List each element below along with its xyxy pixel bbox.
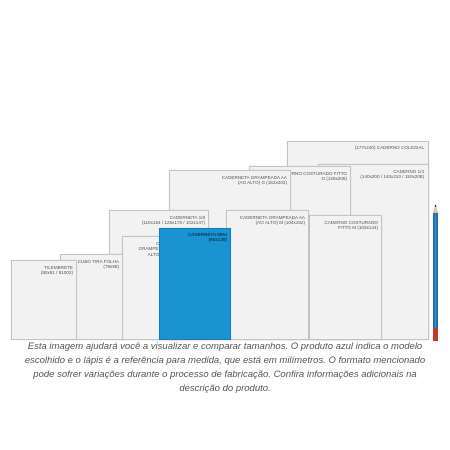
- caderneta-grampeada-g-label: CADERNETA GRAMPEADA AA (AO ALTO) G (152x…: [221, 175, 287, 186]
- tilembrete-name: TILEMBRETE: [44, 265, 73, 270]
- caderneta-1-8-name: CADERNETA 1/8: [169, 215, 205, 220]
- caderneta-mini-name: CADERNETA MINI: [187, 232, 227, 237]
- caderneta-mini-dims: (90x138): [208, 237, 227, 243]
- caderneta-grampeada-m-label: CADERNETA GRAMPEADA AA (AO ALTO) M (104x…: [239, 215, 305, 226]
- caderneta-1-8-label: CADERNETA 1/8 (110x154 / 125x176 / 102x1…: [142, 215, 205, 226]
- caderno-costurado-m-label: CADERNO COSTURADO FITTO M (103x144): [324, 220, 378, 231]
- caderno-colegial-label: (177x240) CADERNO COLEGIAL: [354, 145, 424, 150]
- caderno-1-4-dims: (140x200 / 140x210 / 150x208): [360, 174, 424, 180]
- tilembrete-label: TILEMBRETE (80x91 / 91002): [41, 265, 73, 276]
- cubo-tira-folha-label: CUBO TIRA FOLHA (79x98): [78, 259, 119, 270]
- caderno-1-4-name: CADERNO 1/4: [393, 169, 424, 174]
- tilembrete-dims: (80x91 / 91002): [40, 270, 73, 276]
- caderneta-1-8-dims: (110x154 / 125x176 / 102x147): [141, 220, 205, 226]
- caderneta-mini-label: CADERNETA MINI (90x138): [188, 232, 227, 243]
- caderneta-grampeada-m-sheet: CADERNETA GRAMPEADA AA (AO ALTO) M (104x…: [226, 210, 309, 340]
- cubo-tira-folha-dims: (79x98): [103, 264, 119, 270]
- cubo-tira-folha-name: CUBO TIRA FOLHA: [77, 259, 119, 264]
- size-guide-caption: Esta imagem ajudará você a visualizar e …: [24, 341, 426, 394]
- caderno-1-4-label: CADERNO 1/4 (140x200 / 140x210 / 150x208…: [360, 169, 424, 180]
- reference-pencil-icon: [433, 204, 438, 341]
- size-comparison-diagram: (177x240) CADERNO COLEGIAL CADERNO 1/4 (…: [11, 141, 438, 341]
- caderneta-mini-sheet-selected: CADERNETA MINI (90x138): [159, 228, 231, 340]
- caderno-costurado-m-sheet: CADERNO COSTURADO FITTO M (103x144): [309, 215, 382, 340]
- caderno-costurado-g-label: CADERNO COSTURADO FITTO G (128x208): [278, 171, 347, 182]
- tilembrete-sheet: TILEMBRETE (80x91 / 91002): [11, 260, 77, 340]
